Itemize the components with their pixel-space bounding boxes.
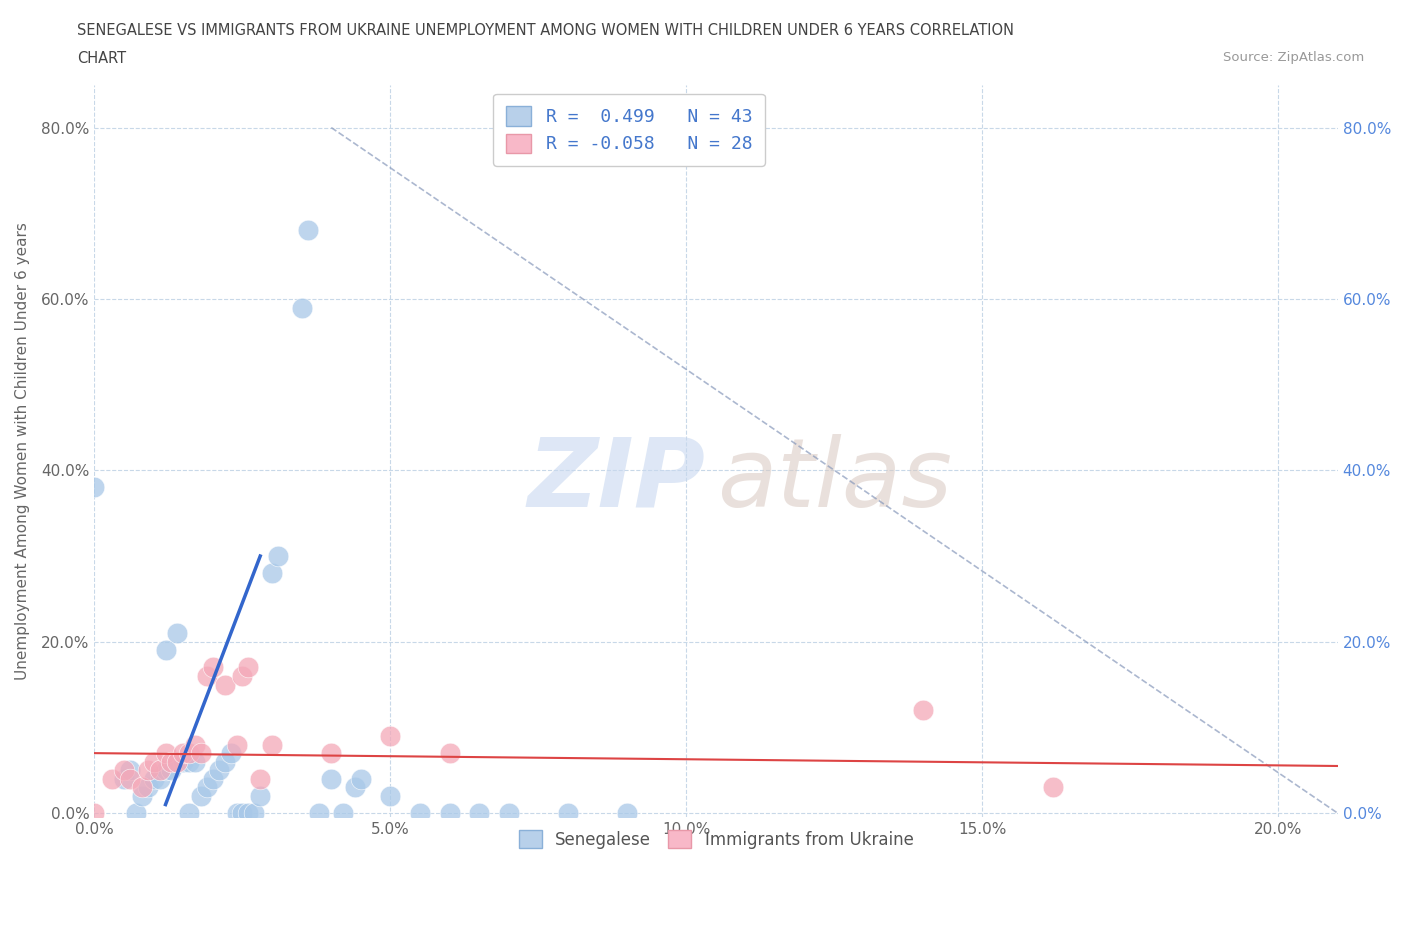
Text: SENEGALESE VS IMMIGRANTS FROM UKRAINE UNEMPLOYMENT AMONG WOMEN WITH CHILDREN UND: SENEGALESE VS IMMIGRANTS FROM UKRAINE UN… xyxy=(77,23,1014,38)
Point xyxy=(112,771,135,786)
Text: ZIP: ZIP xyxy=(527,434,706,527)
Point xyxy=(118,771,141,786)
Point xyxy=(149,763,172,777)
Point xyxy=(190,746,212,761)
Point xyxy=(184,754,207,769)
Point xyxy=(439,805,461,820)
Point xyxy=(125,805,148,820)
Point xyxy=(468,805,491,820)
Point xyxy=(249,771,271,786)
Point xyxy=(195,780,218,795)
Point xyxy=(179,746,201,761)
Point xyxy=(291,300,314,315)
Point xyxy=(179,754,201,769)
Point xyxy=(498,805,520,820)
Legend: Senegalese, Immigrants from Ukraine: Senegalese, Immigrants from Ukraine xyxy=(508,818,925,860)
Point xyxy=(238,805,260,820)
Point xyxy=(112,763,135,777)
Point xyxy=(231,805,253,820)
Point xyxy=(172,754,194,769)
Point xyxy=(243,805,266,820)
Point xyxy=(172,746,194,761)
Point xyxy=(83,805,105,820)
Point xyxy=(201,660,224,675)
Point xyxy=(557,805,579,820)
Text: atlas: atlas xyxy=(717,434,952,527)
Text: Source: ZipAtlas.com: Source: ZipAtlas.com xyxy=(1223,51,1364,64)
Point xyxy=(225,737,247,752)
Point xyxy=(616,805,638,820)
Point xyxy=(160,763,183,777)
Point xyxy=(184,737,207,752)
Point xyxy=(136,763,159,777)
Point xyxy=(101,771,124,786)
Point xyxy=(380,728,402,743)
Point xyxy=(409,805,432,820)
Point xyxy=(179,805,201,820)
Point xyxy=(231,669,253,684)
Point xyxy=(343,780,366,795)
Point xyxy=(350,771,373,786)
Point xyxy=(219,746,242,761)
Point xyxy=(308,805,330,820)
Point xyxy=(262,565,284,580)
Point xyxy=(214,677,236,692)
Point xyxy=(131,780,153,795)
Point xyxy=(190,789,212,804)
Point xyxy=(201,771,224,786)
Point xyxy=(118,763,141,777)
Point xyxy=(166,754,188,769)
Point xyxy=(262,737,284,752)
Point xyxy=(136,780,159,795)
Point xyxy=(155,643,177,658)
Point xyxy=(912,703,935,718)
Point xyxy=(321,771,343,786)
Point xyxy=(149,771,172,786)
Point xyxy=(166,626,188,641)
Point xyxy=(155,746,177,761)
Point xyxy=(155,763,177,777)
Point xyxy=(267,549,290,564)
Point xyxy=(208,763,231,777)
Y-axis label: Unemployment Among Women with Children Under 6 years: Unemployment Among Women with Children U… xyxy=(15,222,30,680)
Point xyxy=(321,746,343,761)
Point xyxy=(142,754,165,769)
Point xyxy=(195,669,218,684)
Point xyxy=(225,805,247,820)
Point xyxy=(439,746,461,761)
Point xyxy=(131,789,153,804)
Point xyxy=(249,789,271,804)
Point xyxy=(380,789,402,804)
Point xyxy=(160,754,183,769)
Point xyxy=(332,805,354,820)
Point xyxy=(238,660,260,675)
Text: CHART: CHART xyxy=(77,51,127,66)
Point xyxy=(83,480,105,495)
Point xyxy=(142,771,165,786)
Point xyxy=(1042,780,1064,795)
Point xyxy=(214,754,236,769)
Point xyxy=(297,223,319,238)
